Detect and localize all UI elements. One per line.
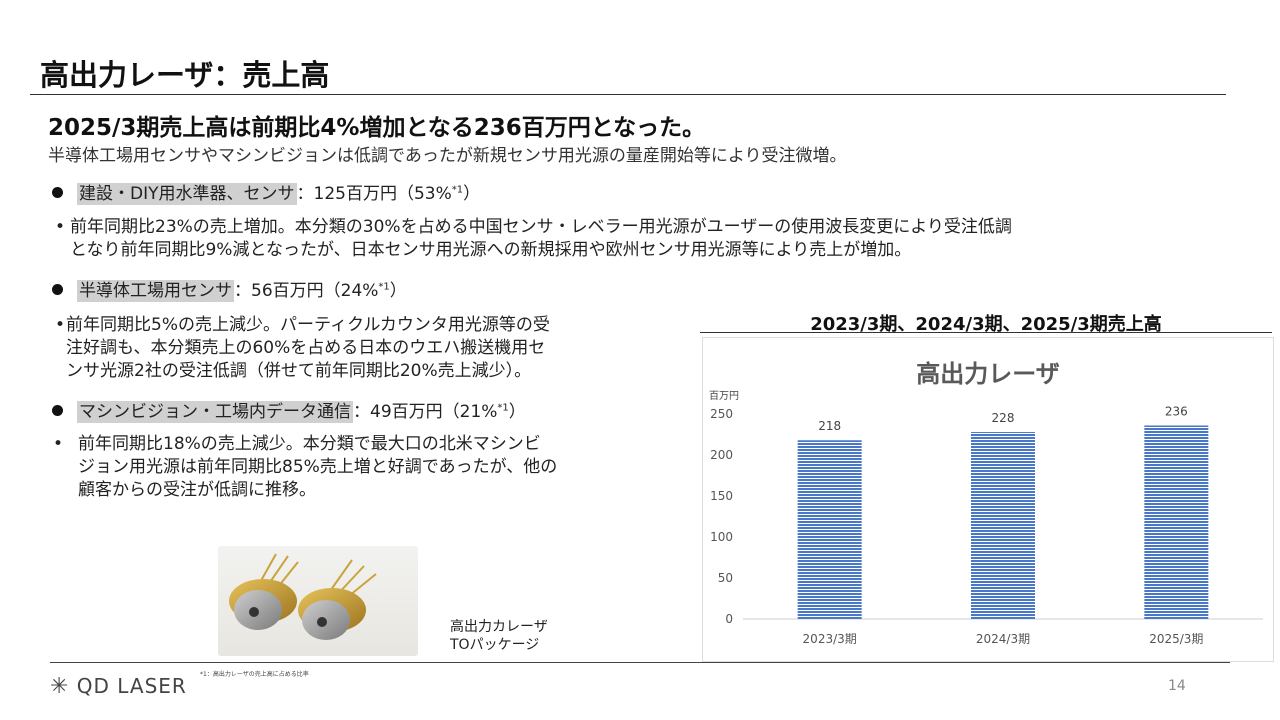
page-number: 14	[1168, 678, 1186, 694]
footnote: *1：高出力レーザの売上高に占める比率	[200, 671, 309, 678]
section-1-close: ）	[463, 184, 481, 204]
bar	[797, 440, 862, 619]
section-1-detail-line: となり前年同期比9%減となったが、日本センサ用光源への新規採用や欧州センサ用光源…	[70, 240, 912, 260]
section-3-details: • 前年同期比18%の売上減少。本分類で最大口の北米マシンビ ジョン用光源は前年…	[53, 434, 558, 500]
y-tick-label: 0	[725, 612, 733, 626]
section-1-heading: 建設・DIY用水準器、センサ ：125百万円（53%*1）	[52, 179, 481, 205]
sparkle-icon: ✳	[50, 674, 70, 699]
x-category-label: 2023/3期	[803, 632, 857, 646]
bar-chart-svg: 高出力レーザ 百万円 0 50 100 150 200 250 218 2023/3期 228…	[709, 360, 1263, 646]
y-tick-label: 250	[710, 407, 733, 421]
product-photo	[218, 546, 418, 656]
logo-text: QD LASER	[76, 674, 187, 698]
bullet-dot-icon	[52, 186, 63, 198]
section-2-value: ：56百万円（24%	[234, 281, 379, 301]
title-divider	[30, 94, 1226, 95]
y-tick-label: 200	[710, 448, 733, 462]
chart-title: 高出力レーザ	[916, 360, 1060, 388]
y-tick-label: 50	[718, 571, 733, 585]
y-tick-label: 150	[710, 489, 733, 503]
section-1-footnote-mark: *1	[451, 184, 464, 196]
section-3-value: ：49百万円（21%	[353, 402, 498, 422]
headline: 2025/3期売上高は前期比4%増加となる236百万円となった。	[48, 115, 706, 141]
section-1-label: 建設・DIY用水準器、センサ	[77, 183, 297, 205]
bar-value-label: 228	[992, 411, 1015, 425]
section-2-details: • 前年同期比5%の売上減少。パーティクルカウンタ用光源等の受 注好調も、本分類…	[55, 315, 550, 381]
subline: 半導体工場用センサやマシンビジョンは低調であったが新規センサ用光源の量産開始等に…	[48, 146, 847, 166]
section-2-label: 半導体工場用センサ	[77, 280, 234, 302]
footer-divider	[50, 662, 1230, 663]
section-3-footnote-mark: *1	[497, 402, 509, 414]
section-2-detail-line: ンサ光源2社の受注低調（併せて前年同期比20%売上減少）。	[66, 361, 532, 381]
section-2-close: ）	[389, 281, 407, 301]
bar-value-label: 236	[1165, 404, 1188, 418]
section-2-heading: 半導体工場用センサ ：56百万円（24%*1）	[52, 276, 407, 302]
chart-heading: 2023/3期、2024/3期、2025/3期売上高	[810, 314, 1162, 335]
photo-caption-line: TOパッケージ	[450, 637, 540, 653]
bar-value-label: 218	[818, 419, 841, 433]
y-axis-unit-label: 百万円	[709, 390, 739, 402]
section-3-detail-line: ジョン用光源は前年同期比85%売上増と好調であったが、他の	[78, 457, 558, 477]
x-category-label: 2025/3期	[1149, 632, 1203, 646]
section-2-detail-line: 注好調も、本分類売上の60%を占める日本のウエハ搬送機用セ	[66, 338, 546, 358]
y-tick-label: 100	[710, 530, 733, 544]
sales-chart: 高出力レーザ 百万円 0 50 100 150 200 250 218 2023/3期 228…	[702, 337, 1274, 662]
photo-caption-line: 高出力カレーザ	[450, 619, 548, 635]
section-3-label: マシンビジョン・工場内データ通信	[77, 401, 353, 423]
chart-heading-divider	[700, 332, 1272, 333]
to-can-laser-icon	[229, 553, 377, 640]
x-category-label: 2024/3期	[976, 632, 1030, 646]
photo-caption: 高出力カレーザ TOパッケージ	[450, 618, 548, 654]
bar	[1144, 425, 1209, 619]
section-3-heading: マシンビジョン・工場内データ通信 ：49百万円（21%*1）	[52, 397, 526, 423]
section-3-detail-line: 顧客からの受注が低調に推移。	[78, 480, 316, 500]
section-1-details: • 前年同期比23%の売上増加。本分類の30%を占める中国センサ・レベラー用光源…	[55, 217, 1012, 260]
bar	[971, 432, 1035, 619]
section-1-value: ：125百万円（53%	[296, 184, 452, 204]
company-logo: ✳ QD LASER	[50, 674, 187, 699]
section-1-detail-line: 前年同期比23%の売上増加。本分類の30%を占める中国センサ・レベラー用光源がユ…	[70, 217, 1012, 237]
bullet-dot-icon	[52, 404, 63, 416]
bullet-dot-icon	[52, 283, 63, 295]
section-3-detail-line: 前年同期比18%の売上減少。本分類で最大口の北米マシンビ	[78, 434, 541, 454]
section-2-detail-line: 前年同期比5%の売上減少。パーティクルカウンタ用光源等の受	[66, 315, 550, 335]
section-2-footnote-mark: *1	[378, 281, 390, 293]
page-title: 高出力レーザ：売上高	[40, 58, 330, 92]
section-3-close: ）	[508, 402, 526, 422]
